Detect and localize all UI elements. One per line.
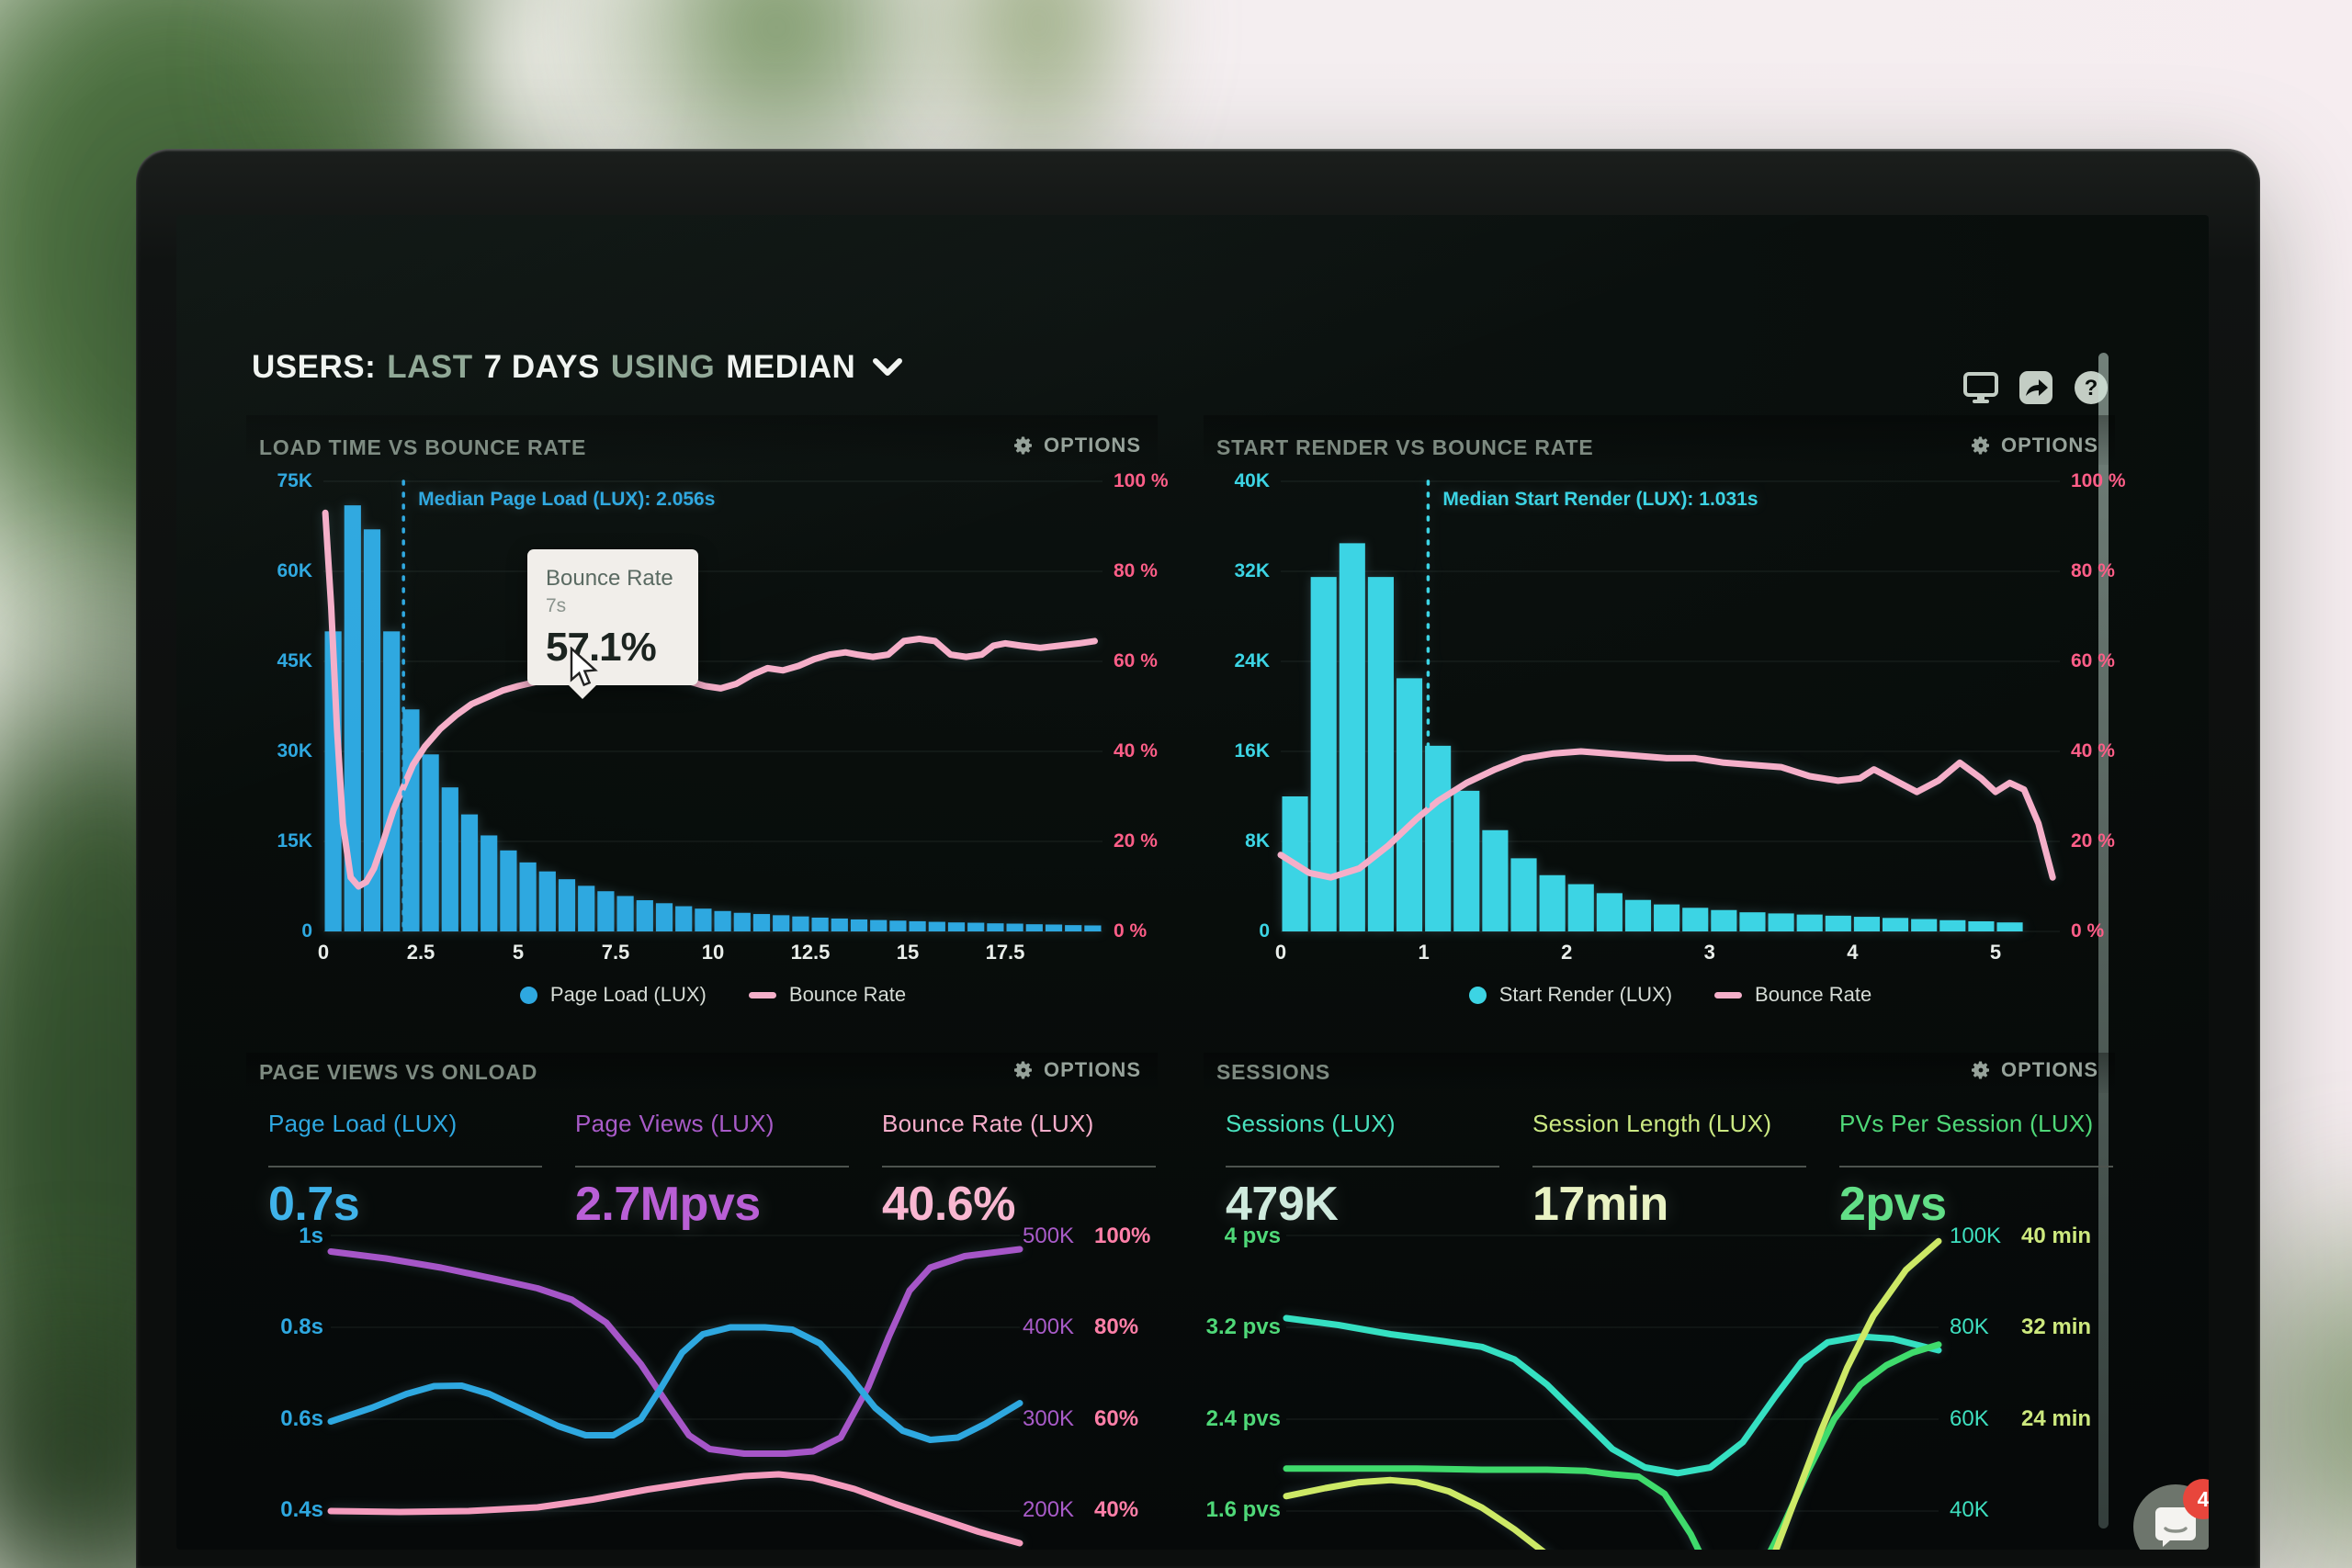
tooltip-value: 57.1%: [546, 625, 657, 670]
options-label: OPTIONS: [2000, 434, 2098, 457]
options-label: OPTIONS: [1043, 434, 1141, 457]
chart-legend: Page Load (LUX) Bounce Rate: [323, 983, 1102, 1007]
chevron-down-icon: [873, 358, 903, 376]
chart-legend: Start Render (LUX) Bounce Rate: [1281, 983, 2060, 1007]
y-axis-left: 4 pvs 3.2 pvs 2.4 pvs 1.6 pvs: [1205, 1224, 1281, 1522]
panel-title: PAGE VIEWS VS ONLOAD: [259, 1060, 538, 1084]
mouse-cursor: [570, 646, 601, 694]
sessions-chart[interactable]: [1283, 1235, 1942, 1550]
metric: Page Load (LUX) 0.7s: [268, 1110, 546, 1232]
panel-header: [1204, 415, 2115, 465]
tooltip-title: Bounce Rate: [546, 566, 673, 591]
y-axis-right-dual: 500K 100% 400K 80% 300K 60% 200K 40%: [1023, 1224, 1151, 1522]
monitor-icon[interactable]: [1962, 369, 1999, 406]
panel-title: START RENDER VS BOUNCE RATE: [1216, 435, 1594, 459]
panel-page-views-vs-onload: PAGE VIEWS VS ONLOAD OPTIONS Page Load (…: [246, 1053, 1158, 1550]
metric: Session Length (LUX) 17min: [1532, 1110, 1810, 1232]
metrics-row: Page Load (LUX) 0.7s Page Views (LUX) 2.7Mp…: [268, 1110, 1159, 1232]
gear-icon: [1971, 1061, 1989, 1079]
page-scrollbar[interactable]: [2098, 353, 2109, 1529]
svg-text:?: ?: [2085, 376, 2098, 400]
options-label: OPTIONS: [2000, 1058, 2098, 1081]
panel-sessions: SESSIONS OPTIONS Sessions (LUX) 479K Sessi…: [1204, 1053, 2115, 1550]
panel-title: SESSIONS: [1216, 1060, 1330, 1084]
chat-launcher[interactable]: 4: [2133, 1479, 2209, 1550]
panel-header: [1204, 1053, 2115, 1093]
options-button[interactable]: OPTIONS: [1012, 434, 1141, 457]
dashboard-screen: USERS: LAST 7 DAYS USING MEDIAN ?: [176, 215, 2209, 1550]
metrics-row: Sessions (LUX) 479K Session Length (LUX) 17…: [1226, 1110, 2117, 1232]
y-axis-left: 40K 32K 24K 16K 8K 0: [1234, 470, 1270, 942]
gear-icon: [1013, 436, 1032, 455]
users-period-dropdown[interactable]: USERS: LAST 7 DAYS USING MEDIAN: [252, 349, 903, 386]
page-views-chart[interactable]: [327, 1235, 1023, 1547]
bounce-rate-tooltip: Bounce Rate 7s 57.1%: [527, 549, 698, 699]
metric: PVs Per Session (LUX) 2pvs: [1839, 1110, 2117, 1232]
y-axis-left: 1s 0.8s 0.6s 0.4s: [280, 1224, 323, 1522]
start-render-chart[interactable]: Median Start Render (LUX): 1.031s: [1277, 479, 2060, 933]
panel-start-render-vs-bounce-rate: START RENDER VS BOUNCE RATE OPTIONS 40K 3…: [1204, 415, 2126, 1018]
tooltip-subtitle: 7s: [546, 595, 567, 616]
x-axis: 0 2.5 5 7.5 10 12.5 15 17.5: [317, 941, 1025, 964]
load-time-chart[interactable]: Median Page Load (LUX): 2.056s: [322, 479, 1102, 933]
svg-text:Median Start Render (LUX): 1.0: Median Start Render (LUX): 1.031s: [1442, 489, 1758, 510]
header-days-label: 7 DAYS: [483, 349, 600, 385]
gear-icon: [1971, 436, 1989, 455]
metric: Sessions (LUX) 479K: [1226, 1110, 1503, 1232]
panel-title: LOAD TIME VS BOUNCE RATE: [259, 435, 587, 459]
metric: Bounce Rate (LUX) 40.6%: [882, 1110, 1159, 1232]
chat-icon: [2155, 1507, 2196, 1547]
options-label: OPTIONS: [1043, 1058, 1141, 1081]
y-axis-left: 75K 60K 45K 30K 15K 0: [277, 470, 312, 942]
metric: Page Views (LUX) 2.7Mpvs: [575, 1110, 853, 1232]
y-axis-right-dual: 100K 40 min 80K 32 min 60K 24 min 40K: [1950, 1224, 2092, 1522]
svg-text:Median Page Load (LUX): 2.056s: Median Page Load (LUX): 2.056s: [418, 489, 715, 510]
chat-unread-badge: 4: [2183, 1479, 2209, 1519]
header-users-label: USERS:: [252, 349, 377, 385]
gear-icon: [1013, 1061, 1032, 1079]
options-button[interactable]: OPTIONS: [1970, 434, 2098, 457]
y-axis-right: 100 % 80 % 60 % 40 % 20 % 0 %: [2071, 470, 2126, 942]
header-last-label: LAST: [387, 349, 473, 385]
laptop-bezel: USERS: LAST 7 DAYS USING MEDIAN ?: [136, 149, 2260, 1568]
panel-header: [246, 1053, 1158, 1093]
share-icon[interactable]: [2018, 369, 2054, 406]
panel-header: [246, 415, 1158, 465]
header-median-label: MEDIAN: [726, 349, 856, 385]
panel-load-time-vs-bounce-rate: LOAD TIME VS BOUNCE RATE OPTIONS 75K 60K 4…: [246, 415, 1169, 1018]
options-button[interactable]: OPTIONS: [1012, 1058, 1141, 1082]
y-axis-right: 100 % 80 % 60 % 40 % 20 % 0 %: [1114, 470, 1169, 942]
header-using-label: USING: [610, 349, 716, 385]
options-button[interactable]: OPTIONS: [1970, 1058, 2098, 1082]
